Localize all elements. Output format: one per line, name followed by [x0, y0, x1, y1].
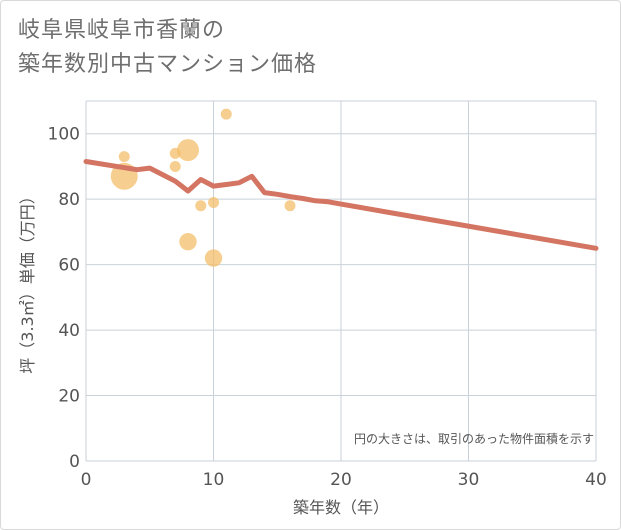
trend-line — [83, 159, 599, 251]
chart-title-line-1: 岐阜県岐阜市香蘭の — [18, 18, 226, 43]
tick-labels: 0 20 40 60 80 100 0 10 20 30 40 — [48, 125, 607, 490]
bubble-point — [284, 200, 296, 212]
chart-title: 岐阜県岐阜市香蘭の 築年数別中古マンション価格 — [18, 14, 317, 82]
chart-title-line-2: 築年数別中古マンション価格 — [18, 52, 318, 77]
y-axis-label: 坪（3.3㎡）単価（万円） — [18, 188, 37, 373]
bubble-point — [195, 200, 207, 212]
bubble-point — [220, 108, 232, 120]
x-tick-label: 20 — [330, 470, 352, 490]
bubble-point — [177, 139, 199, 162]
x-axis-label: 築年数（年） — [293, 498, 389, 517]
x-tick-label: 40 — [585, 470, 607, 490]
bubble-point — [179, 233, 197, 251]
bubble-point — [208, 196, 219, 208]
grid-lines — [85, 100, 597, 462]
x-tick-label: 0 — [81, 470, 92, 490]
y-tick-label: 80 — [58, 190, 80, 210]
x-tick-label: 30 — [458, 470, 480, 490]
bubble-point — [204, 249, 223, 267]
bubble-series — [110, 108, 296, 267]
y-tick-label: 0 — [69, 452, 80, 472]
y-tick-label: 100 — [48, 125, 80, 145]
x-tick-label: 10 — [203, 470, 225, 490]
y-tick-label: 40 — [58, 321, 80, 341]
bubble-point — [169, 160, 181, 172]
bubble-size-note: 円の大きさは、取引のあった物件面積を示す — [354, 431, 594, 446]
bubble-point — [118, 151, 130, 163]
y-tick-label: 20 — [58, 387, 80, 407]
y-tick-label: 60 — [58, 256, 80, 276]
